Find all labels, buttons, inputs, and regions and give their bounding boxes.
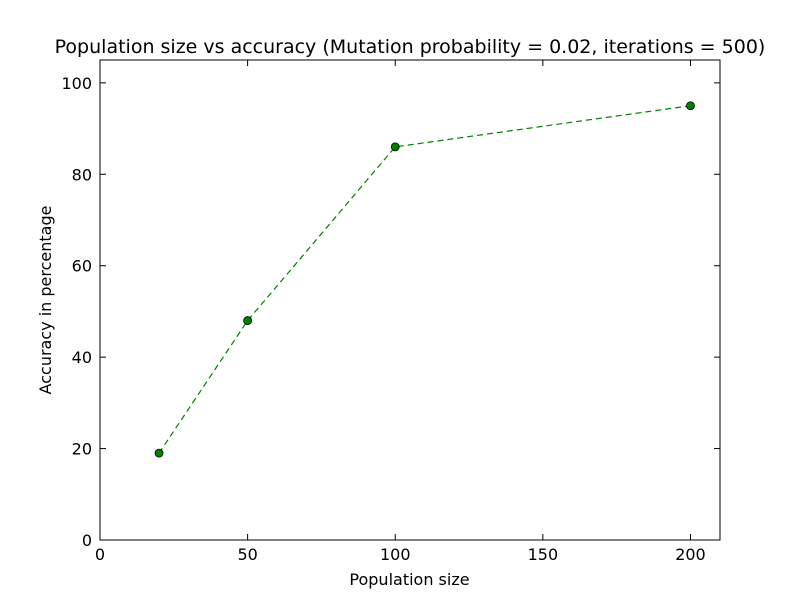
- data-point: [390, 142, 400, 152]
- series-layer: [154, 101, 695, 458]
- y-tick-label: 0: [82, 531, 92, 550]
- y-tick-label: 60: [72, 257, 92, 276]
- y-axis: 0 20 40 60 80 100: [61, 74, 720, 550]
- y-tick-label: 40: [72, 348, 92, 367]
- x-tick-label: 50: [237, 545, 257, 564]
- chart-title: Population size vs accuracy (Mutation pr…: [55, 36, 766, 58]
- x-tick-label: 0: [95, 545, 105, 564]
- data-point: [243, 316, 253, 325]
- y-tick-label: 100: [61, 74, 92, 93]
- y-tick-label: 80: [72, 165, 92, 184]
- x-tick-label: 150: [528, 545, 559, 564]
- y-tick-label: 20: [72, 440, 92, 459]
- plot-frame: [99, 59, 721, 541]
- x-axis-label: Population size: [349, 570, 469, 589]
- data-point: [686, 101, 695, 111]
- plot-area: [99, 59, 721, 541]
- x-axis: 0 50 100 150 200: [95, 60, 706, 564]
- series-line: [158, 105, 691, 454]
- x-tick-label: 200: [675, 545, 706, 564]
- y-axis-label: Accuracy in percentage: [36, 206, 55, 395]
- x-tick-label: 100: [380, 545, 411, 564]
- data-point: [154, 448, 164, 458]
